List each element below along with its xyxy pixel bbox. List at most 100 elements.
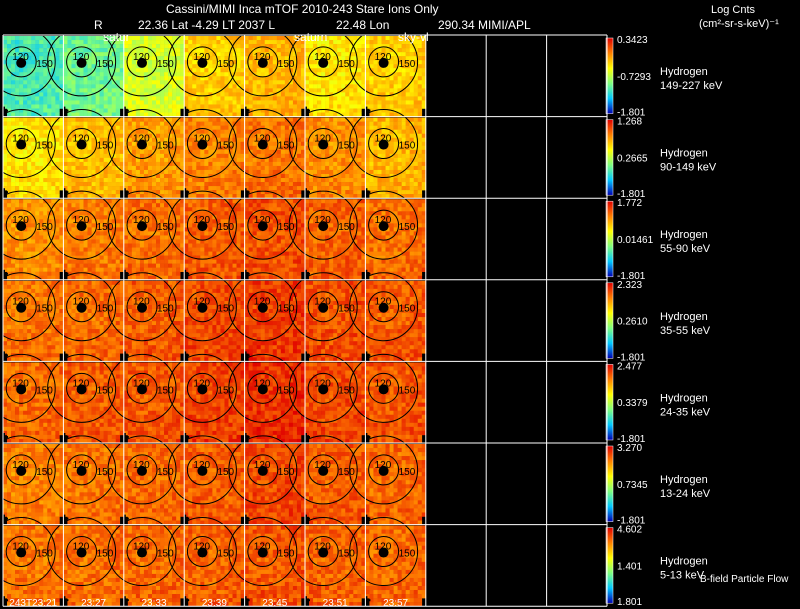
heatmap-pixel: [23, 64, 28, 69]
heatmap-pixel: [83, 203, 88, 208]
heatmap-pixel: [357, 104, 362, 109]
heatmap-pixel: [15, 251, 20, 256]
heatmap-pixel: [7, 141, 12, 147]
heatmap-pixel: [180, 68, 185, 73]
heatmap-pixel: [397, 194, 402, 199]
heatmap-pixel: [401, 72, 406, 77]
heatmap-pixel: [256, 100, 262, 105]
heatmap-pixel: [67, 145, 72, 151]
heatmap-pixel: [401, 165, 406, 171]
heatmap-pixel: [31, 36, 36, 41]
heatmap-pixel: [248, 92, 253, 97]
heatmap-pixel: [353, 141, 358, 147]
heatmap-pixel: [309, 84, 314, 89]
heatmap-pixel: [296, 96, 302, 101]
heatmap-pixel: [244, 68, 249, 73]
heatmap-pixel: [325, 169, 330, 175]
heatmap-pixel: [71, 80, 76, 85]
heatmap-pixel: [39, 72, 44, 77]
heatmap-pixel: [115, 96, 121, 101]
heatmap-pixel: [7, 52, 12, 57]
heatmap-pixel: [135, 125, 141, 130]
heatmap-pixel: [176, 153, 181, 159]
heatmap-pixel: [401, 149, 406, 155]
heatmap-pixel: [71, 56, 76, 61]
heatmap-pixel: [103, 72, 108, 77]
heatmap-pixel: [276, 117, 282, 122]
heatmap-pixel: [95, 165, 100, 171]
heatmap-pixel: [204, 121, 209, 126]
heatmap-pixel: [151, 173, 157, 179]
heatmap-pixel: [156, 194, 161, 199]
heatmap-pixel: [240, 157, 245, 163]
heatmap-pixel: [151, 108, 157, 113]
heatmap-pixel: [71, 178, 76, 183]
heatmap-pixel: [192, 84, 197, 89]
heatmap-pixel: [244, 104, 249, 109]
heatmap-pixel: [317, 153, 322, 159]
heatmap-pixel: [23, 247, 28, 252]
heatmap-pixel: [329, 56, 334, 61]
heatmap-pixel: [216, 173, 221, 179]
heatmap-pixel: [184, 104, 189, 109]
heatmap-pixel: [71, 68, 76, 73]
heatmap-pixel: [67, 207, 72, 212]
heatmap-pixel: [143, 199, 149, 204]
heatmap-pixel: [43, 76, 48, 81]
heatmap-pixel: [284, 64, 290, 69]
heatmap-pixel: [75, 153, 80, 159]
heatmap-pixel: [143, 133, 149, 139]
heatmap-pixel: [248, 56, 253, 61]
heatmap-pixel: [115, 161, 121, 167]
heatmap-pixel: [248, 88, 253, 93]
heatmap-pixel: [369, 153, 374, 159]
heatmap-pixel: [417, 173, 423, 179]
heatmap-pixel: [51, 112, 56, 117]
heatmap-pixel: [208, 40, 213, 45]
heatmap-pixel: [381, 68, 386, 73]
heatmap-pixel: [268, 141, 274, 147]
heatmap-pixel: [381, 84, 386, 89]
heatmap-pixel: [172, 96, 177, 101]
heatmap-pixel: [345, 161, 350, 167]
heatmap-pixel: [156, 60, 161, 65]
ring-150: [228, 27, 298, 97]
heatmap-pixel: [409, 190, 415, 195]
heatmap-pixel: [377, 92, 382, 97]
heatmap-pixel: [313, 169, 318, 175]
heatmap-pixel: [377, 84, 382, 89]
heatmap-pixel: [397, 165, 402, 171]
heatmap-pixel: [23, 259, 28, 264]
heatmap-pixel: [236, 186, 241, 191]
heatmap-pixel: [337, 92, 342, 97]
ring-label-120: 120: [375, 52, 392, 63]
heatmap-pixel: [300, 88, 306, 93]
heatmap-pixel: [405, 68, 410, 73]
heatmap-pixel: [39, 129, 44, 135]
heatmap-pixel: [119, 92, 125, 97]
heatmap-pixel: [317, 64, 322, 69]
heatmap-pixel: [220, 161, 225, 167]
heatmap-pixel: [11, 173, 16, 179]
heatmap-pixel: [39, 137, 44, 143]
heatmap-pixel: [417, 153, 423, 159]
heatmap-pixel: [172, 52, 177, 57]
heatmap-pixel: [401, 157, 406, 163]
heatmap-pixel: [79, 129, 84, 135]
heatmap-pixel: [3, 239, 8, 244]
heatmap-pixel: [212, 157, 217, 163]
heatmap-pixel: [51, 108, 56, 113]
heatmap-pixel: [15, 137, 20, 143]
heatmap-pixel: [156, 104, 161, 109]
heatmap-pixel: [115, 100, 121, 105]
heatmap-pixel: [39, 64, 44, 69]
heatmap-pixel: [107, 112, 113, 117]
heatmap-pixel: [264, 190, 270, 195]
heatmap-pixel: [119, 145, 125, 151]
heatmap-pixel: [313, 129, 318, 135]
ring-150: [228, 109, 298, 179]
heatmap-pixel: [111, 84, 117, 89]
heatmap-pixel: [115, 227, 121, 232]
heatmap-pixel: [63, 80, 68, 85]
heatmap-pixel: [83, 68, 88, 73]
